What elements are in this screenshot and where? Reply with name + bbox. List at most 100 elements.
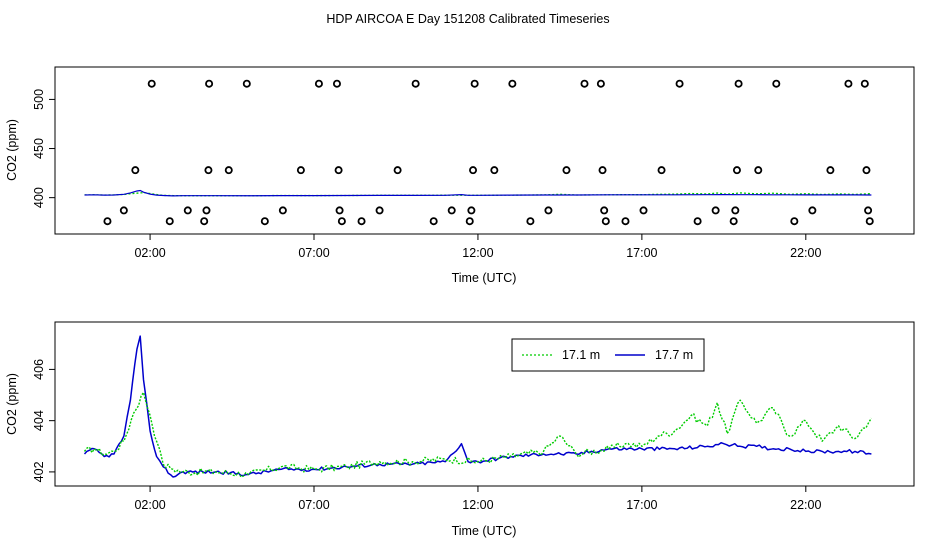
calibration-point (865, 217, 874, 226)
calibration-point (526, 217, 535, 226)
bottom-x-tick-label: 22:00 (790, 498, 821, 512)
calibration-point (808, 206, 817, 215)
top-x-tick-label: 22:00 (790, 246, 821, 260)
top-x-tick-label: 02:00 (134, 246, 165, 260)
calibration-point (734, 79, 743, 88)
panel-top-calibration: 400 450 500 02:00 07:00 12:00 17:00 22:00 Time… (5, 66, 915, 285)
calibration-point (732, 166, 741, 175)
bottom-plot-frame (54, 321, 915, 487)
bottom-y-ticks: 402 404 406 (32, 359, 55, 482)
bottom-y-tick-label: 404 (32, 410, 46, 431)
calibration-point (242, 79, 251, 88)
bottom-x-tick-label: 02:00 (134, 498, 165, 512)
bottom-y-tick-label: 402 (32, 461, 46, 482)
calibration-point (693, 217, 702, 226)
calibration-point (332, 79, 341, 88)
calibration-point (508, 79, 517, 88)
calibration-point (469, 166, 478, 175)
calibration-point (639, 206, 648, 215)
bottom-x-tick-label: 07:00 (298, 498, 329, 512)
top-x-ticks: 02:00 07:00 12:00 17:00 22:00 (134, 234, 821, 260)
calibration-point (335, 206, 344, 215)
top-plot-frame (54, 66, 915, 235)
calibration-point (147, 79, 156, 88)
calibration-point (860, 79, 869, 88)
calibration-point (729, 217, 738, 226)
bottom-x-tick-label: 12:00 (462, 498, 493, 512)
top-calibration-points (103, 79, 874, 226)
legend-label-17-7m: 17.7 m (655, 348, 693, 362)
calibration-point (601, 217, 610, 226)
calibration-point (596, 79, 605, 88)
calibration-point (711, 206, 720, 215)
top-x-tick-label: 12:00 (462, 246, 493, 260)
top-series-line-17-7m (84, 189, 872, 197)
calibration-point (375, 206, 384, 215)
top-x-axis-label: Time (UTC) (452, 271, 517, 285)
legend-label-17-1m: 17.1 m (562, 348, 600, 362)
calibration-point (429, 217, 438, 226)
calibration-point (826, 166, 835, 175)
calibration-point (562, 166, 571, 175)
calibration-point (598, 166, 607, 175)
series-line-17-7m (83, 335, 872, 478)
calibration-point (334, 166, 343, 175)
calibration-point (675, 79, 684, 88)
calibration-point (490, 166, 499, 175)
chart-title: HDP AIRCOA E Day 151208 Calibrated Times… (326, 12, 609, 26)
calibration-point (165, 217, 174, 226)
calibration-point (224, 166, 233, 175)
calibration-point (544, 206, 553, 215)
calibration-point (411, 79, 420, 88)
calibration-point (864, 206, 873, 215)
top-series (84, 189, 872, 197)
calibration-point (131, 166, 140, 175)
calibration-point (754, 166, 763, 175)
calibration-point (337, 217, 346, 226)
top-x-tick-label: 17:00 (626, 246, 657, 260)
top-y-ticks: 400 450 500 (32, 89, 55, 208)
calibration-point (790, 217, 799, 226)
bottom-x-ticks: 02:00 07:00 12:00 17:00 22:00 (134, 486, 821, 512)
top-x-tick-label: 07:00 (298, 246, 329, 260)
calibration-point (465, 217, 474, 226)
calibration-point (200, 217, 209, 226)
panel-bottom-timeseries: 402 404 406 02:00 07:00 12:00 17:00 22:00 Time… (5, 321, 915, 538)
calibration-point (202, 206, 211, 215)
calibration-point (205, 79, 214, 88)
calibration-point (204, 166, 213, 175)
calibration-point (314, 79, 323, 88)
calibration-point (731, 206, 740, 215)
top-y-tick-label: 500 (32, 89, 46, 110)
calibration-point (580, 79, 589, 88)
calibration-point (447, 206, 456, 215)
calibration-point (467, 206, 476, 215)
calibration-point (278, 206, 287, 215)
bottom-series (83, 335, 872, 478)
legend: 17.1 m 17.7 m (511, 338, 705, 372)
calibration-point (470, 79, 479, 88)
calibration-point (357, 217, 366, 226)
calibration-point (260, 217, 269, 226)
calibration-point (393, 166, 402, 175)
bottom-x-tick-label: 17:00 (626, 498, 657, 512)
bottom-y-tick-label: 406 (32, 359, 46, 380)
top-y-tick-label: 400 (32, 187, 46, 208)
calibration-point (657, 166, 666, 175)
calibration-point (103, 217, 112, 226)
top-y-axis-label: CO2 (ppm) (5, 119, 19, 181)
calibration-point (621, 217, 630, 226)
top-y-tick-label: 450 (32, 138, 46, 159)
calibration-point (183, 206, 192, 215)
calibration-point (296, 166, 305, 175)
bottom-x-axis-label: Time (UTC) (452, 524, 517, 538)
series-line-17-1m (83, 391, 872, 478)
bottom-y-axis-label: CO2 (ppm) (5, 373, 19, 435)
calibration-point (600, 206, 609, 215)
calibration-point (119, 206, 128, 215)
calibration-point (844, 79, 853, 88)
calibration-point (862, 166, 871, 175)
calibration-point (772, 79, 781, 88)
